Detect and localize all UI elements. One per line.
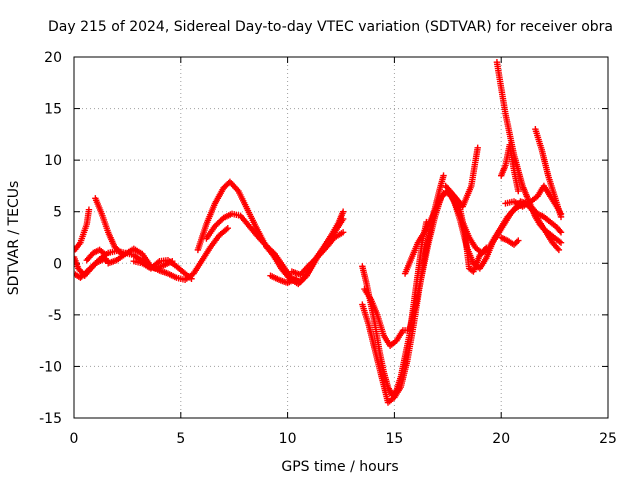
chart-title: Day 215 of 2024, Sidereal Day-to-day VTE…: [48, 19, 613, 35]
axis-ticks: [73, 56, 609, 419]
satellite-arc: [83, 246, 110, 264]
data-point: [224, 225, 231, 232]
satellite-arc: [263, 243, 287, 272]
data-point: [339, 229, 347, 236]
y-tick-label: -10: [39, 359, 62, 375]
data-point: [312, 255, 320, 262]
x-tick-label: 5: [176, 431, 185, 447]
satellite-arc: [74, 206, 93, 255]
satellite-arc: [532, 126, 565, 221]
data-point: [556, 227, 564, 235]
x-tick-label: 20: [492, 431, 510, 447]
data-point: [102, 251, 110, 259]
satellite-arc: [359, 172, 447, 406]
data-point: [223, 226, 230, 233]
x-axis-label: GPS time / hours: [281, 459, 398, 475]
data-point: [515, 187, 522, 195]
satellite-arc: [493, 58, 565, 246]
data-point: [154, 259, 162, 266]
satellite-arc: [446, 187, 490, 275]
data-point: [513, 238, 521, 246]
data-point: [515, 237, 522, 244]
y-axis-label: SDTVAR / TECUs: [6, 181, 22, 296]
data-point: [74, 253, 78, 261]
data-point: [280, 265, 287, 272]
y-tick-label: -5: [48, 308, 62, 324]
y-tick-label: 10: [44, 153, 62, 169]
x-tick-label: 10: [279, 431, 297, 447]
data-point: [474, 144, 481, 151]
x-tick-label: 15: [385, 431, 403, 447]
satellite-arc: [194, 178, 347, 288]
plot-frame: [73, 56, 609, 419]
data-point: [440, 172, 447, 179]
data-point: [556, 238, 563, 245]
y-tick-label: 0: [53, 256, 62, 272]
data-point: [339, 208, 347, 215]
satellite-arc: [288, 229, 347, 278]
data-point: [116, 248, 123, 255]
tick-labels: 0 5 10 15 20 25 -15 -10 -5 0 5 10 15 20: [39, 50, 617, 447]
x-tick-label: 25: [599, 431, 617, 447]
y-tick-label: 15: [44, 102, 62, 118]
satellite-arc: [267, 272, 300, 287]
data-point: [555, 246, 563, 254]
data-point: [188, 275, 195, 282]
satellite-arc: [442, 144, 481, 210]
grid-lines: [74, 57, 608, 418]
data-point: [557, 239, 565, 246]
satellite-arc: [130, 256, 195, 282]
satellite-arc: [92, 195, 125, 257]
data-point: [557, 213, 565, 221]
satellite-arc: [498, 234, 522, 248]
data-point: [483, 244, 490, 252]
data-point: [339, 215, 347, 223]
y-tick-label: 5: [53, 205, 62, 221]
data-point: [85, 206, 93, 213]
satellite-arc: [74, 255, 112, 281]
plot-area: [74, 58, 565, 406]
data-point: [74, 247, 78, 255]
satellite-arc: [498, 141, 522, 195]
x-tick-label: 0: [70, 431, 79, 447]
data-point: [292, 275, 300, 282]
y-tick-label: 20: [44, 50, 62, 66]
data-point: [557, 229, 565, 236]
y-tick-label: -15: [39, 411, 62, 427]
